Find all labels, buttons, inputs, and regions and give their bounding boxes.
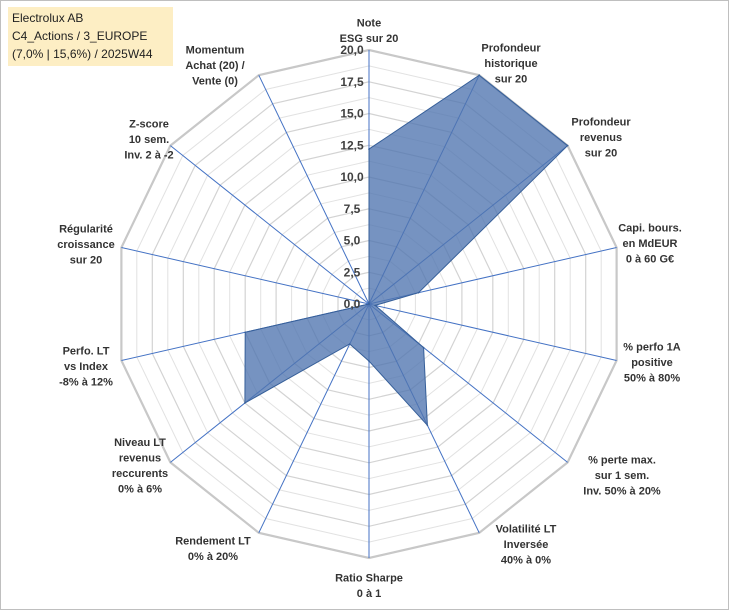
axis-label-line: 0 à 60 G€ <box>626 254 674 266</box>
tick-label: 2,5 <box>344 265 361 279</box>
radar-series <box>244 74 569 427</box>
axis-label-line: sur 20 <box>495 74 527 86</box>
series-point <box>566 144 569 147</box>
series-point <box>368 148 370 150</box>
axis-label-line: en MdEUR <box>623 238 678 250</box>
axis-label-line: Perfo. LT <box>63 346 110 358</box>
axis-label: Volatilité LT Inversée 40% à 0% <box>496 524 557 567</box>
axis-label-line: 40% à 0% <box>501 555 551 567</box>
axis-label-line: Note <box>357 17 381 29</box>
tick-label: 10,0 <box>340 170 364 184</box>
axis-label-line: % perfo 1A <box>623 342 681 354</box>
axis-label-line: croissance <box>57 239 114 251</box>
axis-spoke <box>121 247 370 305</box>
axis-label-line: revenus <box>580 132 622 144</box>
axis-label-line: historique <box>484 58 537 70</box>
tick-label: 0,0 <box>344 297 361 311</box>
axis-label-line: Régularité <box>59 224 113 236</box>
axis-label: Rendement LT 0% à 20% <box>175 535 251 563</box>
axis-label: Niveau LT revenus reccurents 0% à 6% <box>112 437 168 496</box>
tick-label: 12,5 <box>340 138 364 152</box>
series-point <box>348 343 351 345</box>
axis-label-line: Niveau LT <box>114 437 166 449</box>
axis-label-line: Ratio Sharpe <box>335 572 403 584</box>
tick-label: 20,0 <box>340 43 364 57</box>
axis-label: Capi. bours. en MdEUR 0 à 60 G€ <box>618 223 682 266</box>
series-point <box>244 402 246 404</box>
axis-spoke <box>170 145 370 305</box>
axis-label: Profondeur historique sur 20 <box>481 43 541 86</box>
series-point <box>417 291 420 294</box>
axis-label-line: 0 à 1 <box>357 588 381 600</box>
axis-label: Z-score 10 sem. Inv. 2 à -2 <box>124 119 173 162</box>
axis-label: Momentum Achat (20) / Vente (0) <box>185 45 244 88</box>
axis-label-line: Inversée <box>504 539 549 551</box>
axis-label-line: 50% à 80% <box>624 373 680 385</box>
axis-label-line: Achat (20) / <box>185 60 244 72</box>
axis-labels: Note ESG sur 20 Profondeur historique sur 20… <box>57 17 682 600</box>
axis-label-line: -8% à 12% <box>59 377 113 389</box>
axis-label-line: Vente (0) <box>192 76 238 88</box>
axis-label-line: revenus <box>119 452 161 464</box>
axis-label-line: sur 20 <box>70 255 102 267</box>
series-point <box>244 331 246 334</box>
axis-label-line: Rendement LT <box>175 535 251 547</box>
axis-label-line: sur 1 sem. <box>595 470 649 482</box>
axis-label-line: Profondeur <box>481 43 541 55</box>
axis-label: % perte max. sur 1 sem. Inv. 50% à 20% <box>583 455 661 498</box>
series-point <box>478 74 481 76</box>
title-line-company: Electrolux AB <box>12 11 84 25</box>
axis-spoke <box>258 74 370 305</box>
chart-title: Electrolux AB C4_Actions / 3_EUROPE (7,0… <box>8 7 173 66</box>
series-point <box>368 303 370 305</box>
series-point <box>374 304 377 307</box>
title-line-category: C4_Actions / 3_EUROPE <box>12 29 148 43</box>
axis-label-line: 0% à 20% <box>188 551 238 563</box>
axis-label-line: positive <box>631 357 673 369</box>
axis-label-line: Inv. 50% à 20% <box>583 486 661 498</box>
tick-label: 17,5 <box>340 75 364 89</box>
axis-label-line: 10 sem. <box>129 134 169 146</box>
axis-label-line: vs Index <box>64 361 109 373</box>
axis-label: Perfo. LT vs Index -8% à 12% <box>59 346 113 389</box>
axis-label: Note ESG sur 20 <box>340 17 399 45</box>
axis-label-line: Volatilité LT <box>496 524 557 536</box>
tick-label: 15,0 <box>340 107 364 121</box>
axis-label: % perfo 1A positive 50% à 80% <box>623 342 681 385</box>
series-area <box>244 74 569 427</box>
axis-label-line: ESG sur 20 <box>340 33 399 45</box>
axis-label-line: reccurents <box>112 468 168 480</box>
axis-label-line: Capi. bours. <box>618 223 682 235</box>
tick-label: 5,0 <box>344 234 361 248</box>
tick-label: 7,5 <box>344 202 361 216</box>
axis-spoke <box>368 303 617 361</box>
axis-label-line: Momentum <box>186 45 245 57</box>
radial-tick-labels: 0,0 2,5 5,0 7,5 10,0 12,5 15,0 17,5 20,0 <box>340 43 364 311</box>
axis-label: Profondeur revenus sur 20 <box>571 117 631 160</box>
series-point <box>368 360 370 362</box>
axis-label-line: % perte max. <box>588 455 656 467</box>
axis-label: Ratio Sharpe 0 à 1 <box>335 572 403 600</box>
axis-label-line: Z-score <box>129 119 169 131</box>
axis-label: Régularité croissance sur 20 <box>57 224 114 267</box>
axis-label-line: sur 20 <box>585 148 617 160</box>
series-point <box>426 424 429 427</box>
series-point <box>422 346 425 349</box>
axis-label-line: Profondeur <box>571 117 631 129</box>
title-line-period: (7,0% | 15,6%) / 2025W44 <box>12 47 153 61</box>
axis-label-line: 0% à 6% <box>118 483 162 495</box>
axis-label-line: Inv. 2 à -2 <box>124 150 173 162</box>
